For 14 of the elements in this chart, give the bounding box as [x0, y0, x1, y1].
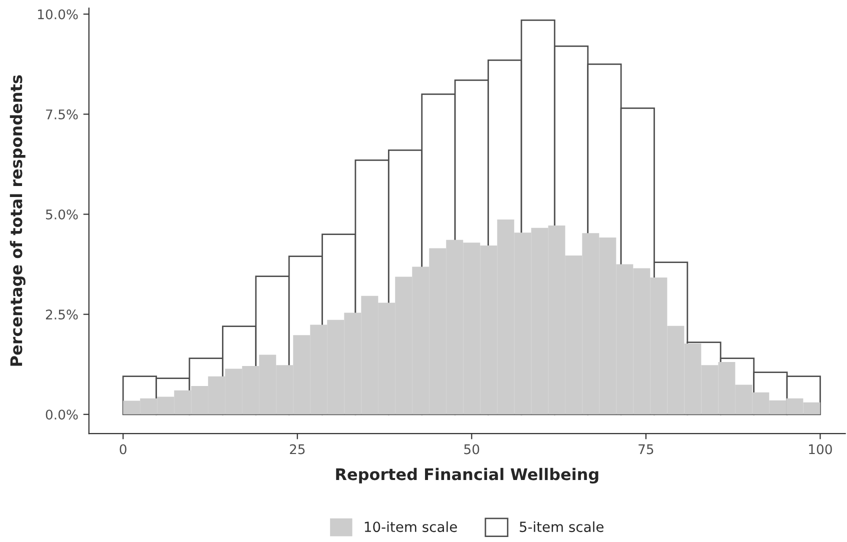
x-tick-label: 25	[290, 444, 305, 454]
legend-label: 10-item scale	[364, 521, 457, 532]
legend-label: 5-item scale	[520, 521, 604, 532]
x-tick-label: 75	[638, 444, 654, 454]
x-axis-title: Reported Financial Wellbeing	[336, 468, 598, 484]
y-tick-label: 10.0%	[38, 9, 78, 20]
y-tick-label: 7.5%	[46, 109, 78, 120]
y-axis-title: Percentage of total respondents	[10, 75, 26, 366]
x-tick-label: 50	[464, 444, 480, 454]
y-tick-label: 5.0%	[46, 209, 78, 220]
y-tick-label: 2.5%	[46, 310, 78, 320]
x-tick-label: 100	[809, 444, 832, 454]
y-tick-label: 0.0%	[46, 410, 78, 420]
x-tick-label: 0	[120, 444, 126, 454]
